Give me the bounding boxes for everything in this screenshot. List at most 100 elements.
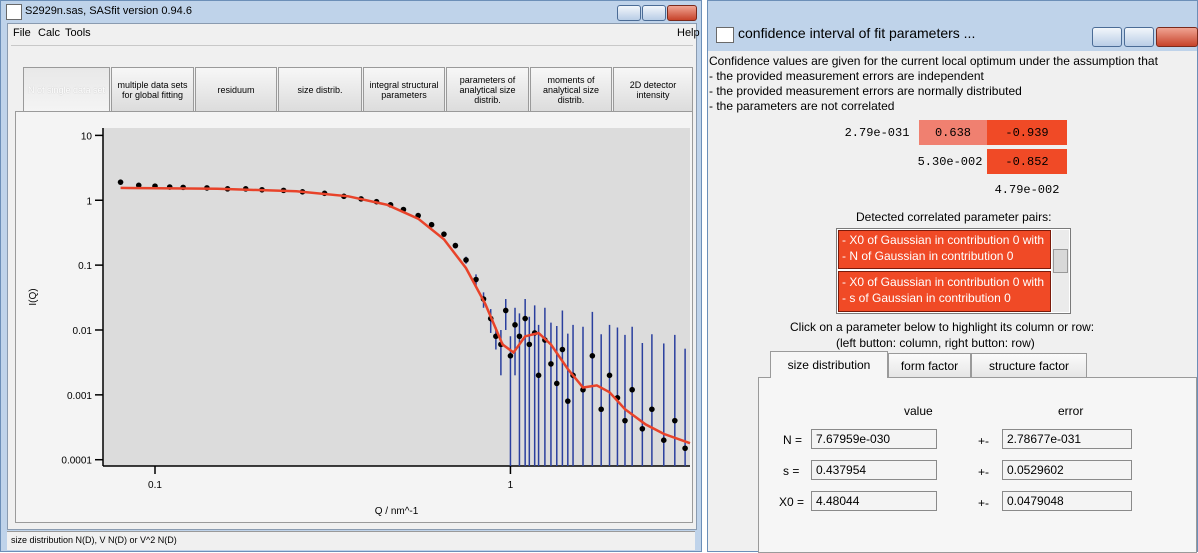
intro-line: - the provided measurement errors are no… [709, 84, 1022, 98]
pair-text: - X0 of Gaussian in contribution 0 with [842, 275, 1045, 289]
maximize-button[interactable] [642, 5, 666, 21]
scroll-thumb[interactable] [1053, 249, 1068, 273]
data-point [463, 257, 469, 263]
error-field[interactable]: 0.0529602 [1002, 460, 1132, 480]
data-point [507, 352, 514, 359]
x-tick-label: 1 [508, 480, 514, 491]
data-point [622, 417, 628, 424]
matrix-cell[interactable]: -0.852 [987, 149, 1067, 174]
data-point [589, 352, 596, 359]
intro-line: Confidence values are given for the curr… [709, 54, 1158, 68]
data-point [606, 372, 613, 379]
tab[interactable]: size distrib. [278, 67, 362, 111]
correlated-title: Detected correlated parameter pairs: [856, 210, 1052, 224]
data-point [553, 380, 560, 387]
value-field[interactable]: 4.48044 [811, 491, 937, 511]
tab[interactable]: integral structural parameters [363, 67, 445, 111]
y-tick-label: 1 [86, 196, 92, 207]
instruction: Click on a parameter below to highlight … [790, 320, 1095, 334]
data-point [548, 361, 554, 367]
data-point [629, 386, 635, 393]
instruction: (left button: column, right button: row) [836, 336, 1035, 350]
param-label: N = [783, 433, 803, 447]
data-point [117, 179, 124, 185]
data-point [526, 341, 533, 348]
pair-text: - X0 of Gaussian in contribution 0 with [842, 233, 1045, 247]
data-point [559, 346, 566, 353]
matrix-cell[interactable]: -0.939 [987, 120, 1067, 145]
data-point [598, 406, 604, 413]
close-button[interactable] [667, 5, 697, 21]
chart: 10 1 0.1 0.01 0.001 0.0001 0.1 1 Q / nm^-1 I(Q) [28, 128, 691, 517]
menu-calc[interactable]: Calc [38, 27, 61, 39]
pair-item[interactable] [838, 230, 1051, 269]
matrix-cell[interactable]: 4.79e-002 [994, 182, 1060, 197]
data-point [565, 398, 571, 404]
pair-text: - N of Gaussian in contribution 0 [842, 249, 1014, 263]
data-point [441, 231, 447, 237]
y-tick-label: 0.01 [73, 326, 93, 337]
tab[interactable]: form factor [888, 353, 971, 377]
param-label: X0 = [779, 495, 805, 509]
data-point [428, 221, 435, 228]
x-axis-label: Q / nm^-1 [375, 506, 419, 517]
data-point [522, 315, 528, 322]
plot-area [103, 128, 690, 466]
error-field[interactable]: 2.78677e-031 [1002, 429, 1132, 449]
plus-minus: +- [978, 465, 990, 479]
tab[interactable]: structure factor [971, 353, 1087, 377]
tab[interactable]: moments of analytical size distrib. [530, 67, 612, 111]
data-point [660, 437, 667, 443]
column-header: error [1058, 404, 1084, 418]
data-point [512, 322, 518, 328]
data-point [672, 417, 678, 424]
fit-curve [120, 186, 691, 445]
data-point [473, 276, 479, 283]
tab[interactable]: parameters of analytical size distrib. [446, 67, 529, 111]
tab[interactable]: residuum [195, 67, 277, 111]
data-point [502, 307, 509, 314]
value-field[interactable]: 0.437954 [811, 460, 937, 480]
pair-text: - s of Gaussian in contribution 0 [842, 291, 1011, 305]
plus-minus: +- [978, 434, 990, 448]
tab[interactable]: N of single data set [23, 67, 110, 111]
tab[interactable]: size distribution [770, 351, 888, 378]
minimize-button[interactable] [1092, 27, 1122, 47]
dialog-title: confidence interval of fit parameters ..… [738, 25, 976, 41]
window-title: S2929n.sas, SASfit version 0.94.6 [25, 5, 192, 17]
param-label: s = [783, 464, 800, 478]
close-button[interactable] [1156, 27, 1198, 47]
y-tick-label: 10 [81, 131, 93, 142]
status-bar [7, 531, 695, 550]
y-axis-label: I(Q) [28, 288, 39, 305]
intro-line: - the provided measurement errors are in… [709, 69, 984, 83]
data-point [649, 406, 655, 413]
y-tick-label: 0.001 [67, 391, 92, 402]
pair-item[interactable] [838, 271, 1051, 312]
value-field[interactable]: 7.67959e-030 [811, 429, 937, 449]
separator [11, 45, 693, 46]
matrix-cell[interactable]: 0.638 [919, 120, 987, 145]
menu-file[interactable]: File [13, 27, 31, 39]
matrix-cell[interactable]: 5.30e-002 [917, 154, 983, 169]
dialog-window: confidence interval of fit parameters ..… [707, 0, 1198, 553]
data-point [535, 372, 542, 379]
maximize-button[interactable] [1124, 27, 1154, 47]
status-text: size distribution N(D), V N(D) or V^2 N(… [11, 535, 177, 545]
tab[interactable]: multiple data sets for global fitting [111, 67, 194, 111]
data-point [639, 425, 646, 432]
matrix-cell[interactable]: 2.79e-031 [844, 125, 910, 140]
minimize-button[interactable] [617, 5, 641, 21]
intro-line: - the parameters are not correlated [709, 99, 895, 113]
data-point [516, 333, 523, 340]
menu-tools[interactable]: Tools [65, 27, 91, 39]
tab[interactable]: 2D detector intensity [613, 67, 693, 111]
app-icon [6, 4, 22, 20]
menu-help[interactable]: Help [677, 27, 700, 39]
y-tick-label: 0.1 [78, 261, 92, 272]
data-point [452, 242, 459, 249]
error-field[interactable]: 0.0479048 [1002, 491, 1132, 511]
data-point [682, 445, 688, 452]
column-header: value [904, 404, 933, 418]
